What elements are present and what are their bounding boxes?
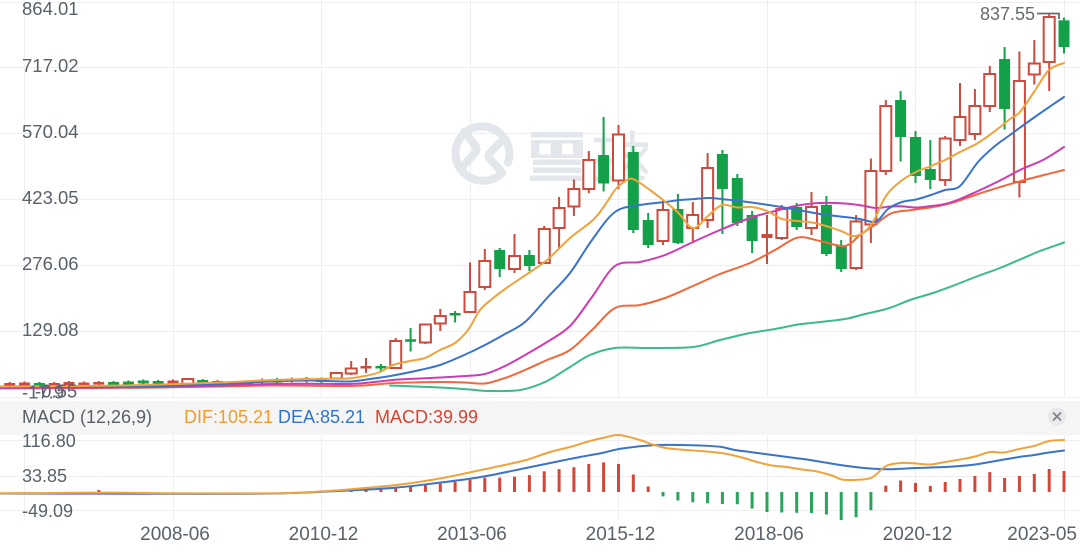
svg-text:570.04: 570.04 xyxy=(22,121,79,142)
svg-text:837.55: 837.55 xyxy=(980,4,1035,24)
svg-text:-49.09: -49.09 xyxy=(22,501,73,521)
svg-text:33.85: 33.85 xyxy=(22,466,67,486)
svg-text:2008-06: 2008-06 xyxy=(140,524,210,545)
svg-text:2013-06: 2013-06 xyxy=(437,524,507,545)
svg-text:2023-05: 2023-05 xyxy=(1007,524,1077,545)
svg-text:717.02: 717.02 xyxy=(22,55,79,76)
svg-text:2018-06: 2018-06 xyxy=(734,524,804,545)
svg-text:MACD:39.99: MACD:39.99 xyxy=(375,407,478,427)
svg-text:276.06: 276.06 xyxy=(22,253,79,274)
svg-text:129.08: 129.08 xyxy=(22,319,79,340)
svg-text:-0.55: -0.55 xyxy=(35,381,77,402)
svg-text:116.80: 116.80 xyxy=(22,431,76,451)
svg-text:2020-12: 2020-12 xyxy=(883,524,953,545)
svg-text:864.01: 864.01 xyxy=(22,0,79,19)
svg-text:DIF:105.21: DIF:105.21 xyxy=(184,407,273,427)
svg-text:DEA:85.21: DEA:85.21 xyxy=(278,407,365,427)
svg-text:MACD (12,26,9): MACD (12,26,9) xyxy=(22,407,152,427)
svg-text:2015-12: 2015-12 xyxy=(586,524,656,545)
svg-text:-17.9: -17.9 xyxy=(22,382,64,403)
svg-text:2010-12: 2010-12 xyxy=(289,524,359,545)
svg-text:423.05: 423.05 xyxy=(22,187,79,208)
